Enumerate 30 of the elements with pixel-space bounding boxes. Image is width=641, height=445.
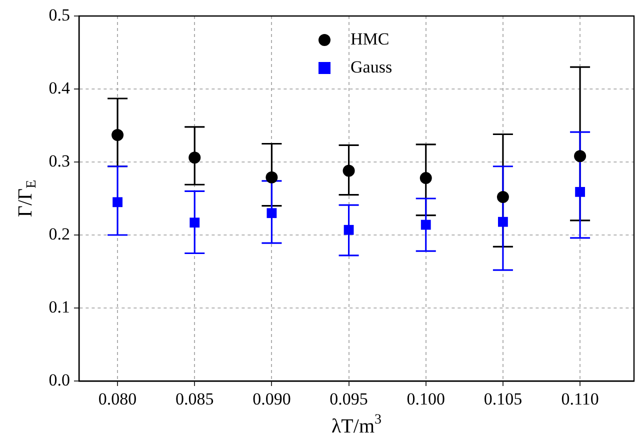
point — [188, 152, 201, 164]
x-tick-label: 0.105 — [484, 390, 522, 409]
point — [190, 218, 200, 228]
point — [112, 197, 122, 208]
legend-label: HMC — [350, 29, 390, 48]
point — [266, 171, 278, 184]
point — [112, 128, 124, 141]
point — [344, 224, 354, 235]
x-tick-label: 0.085 — [176, 390, 214, 409]
y-axis-title: Γ/ΓE — [14, 180, 40, 218]
point — [496, 191, 509, 204]
point — [498, 216, 508, 227]
x-tick-label: 0.080 — [98, 390, 137, 409]
x-tick-label: 0.100 — [406, 390, 445, 409]
point — [575, 186, 585, 197]
y-tick-label: 0.4 — [48, 78, 70, 98]
point — [574, 150, 586, 162]
y-tick-label: 0.5 — [48, 5, 70, 24]
y-tick-label: 0.2 — [48, 224, 70, 244]
point — [420, 172, 432, 184]
point — [420, 220, 431, 230]
y-tick-label: 0.0 — [48, 370, 70, 390]
x-tick-label: 0.110 — [561, 390, 599, 409]
x-tick-label: 0.090 — [252, 390, 291, 409]
x-tick-label: 0.095 — [330, 390, 368, 409]
y-tick-label: 0.3 — [48, 151, 70, 170]
y-tick-label: 0.1 — [48, 297, 70, 316]
point — [342, 164, 355, 177]
point — [266, 208, 277, 218]
legend-label: Gauss — [350, 57, 392, 76]
